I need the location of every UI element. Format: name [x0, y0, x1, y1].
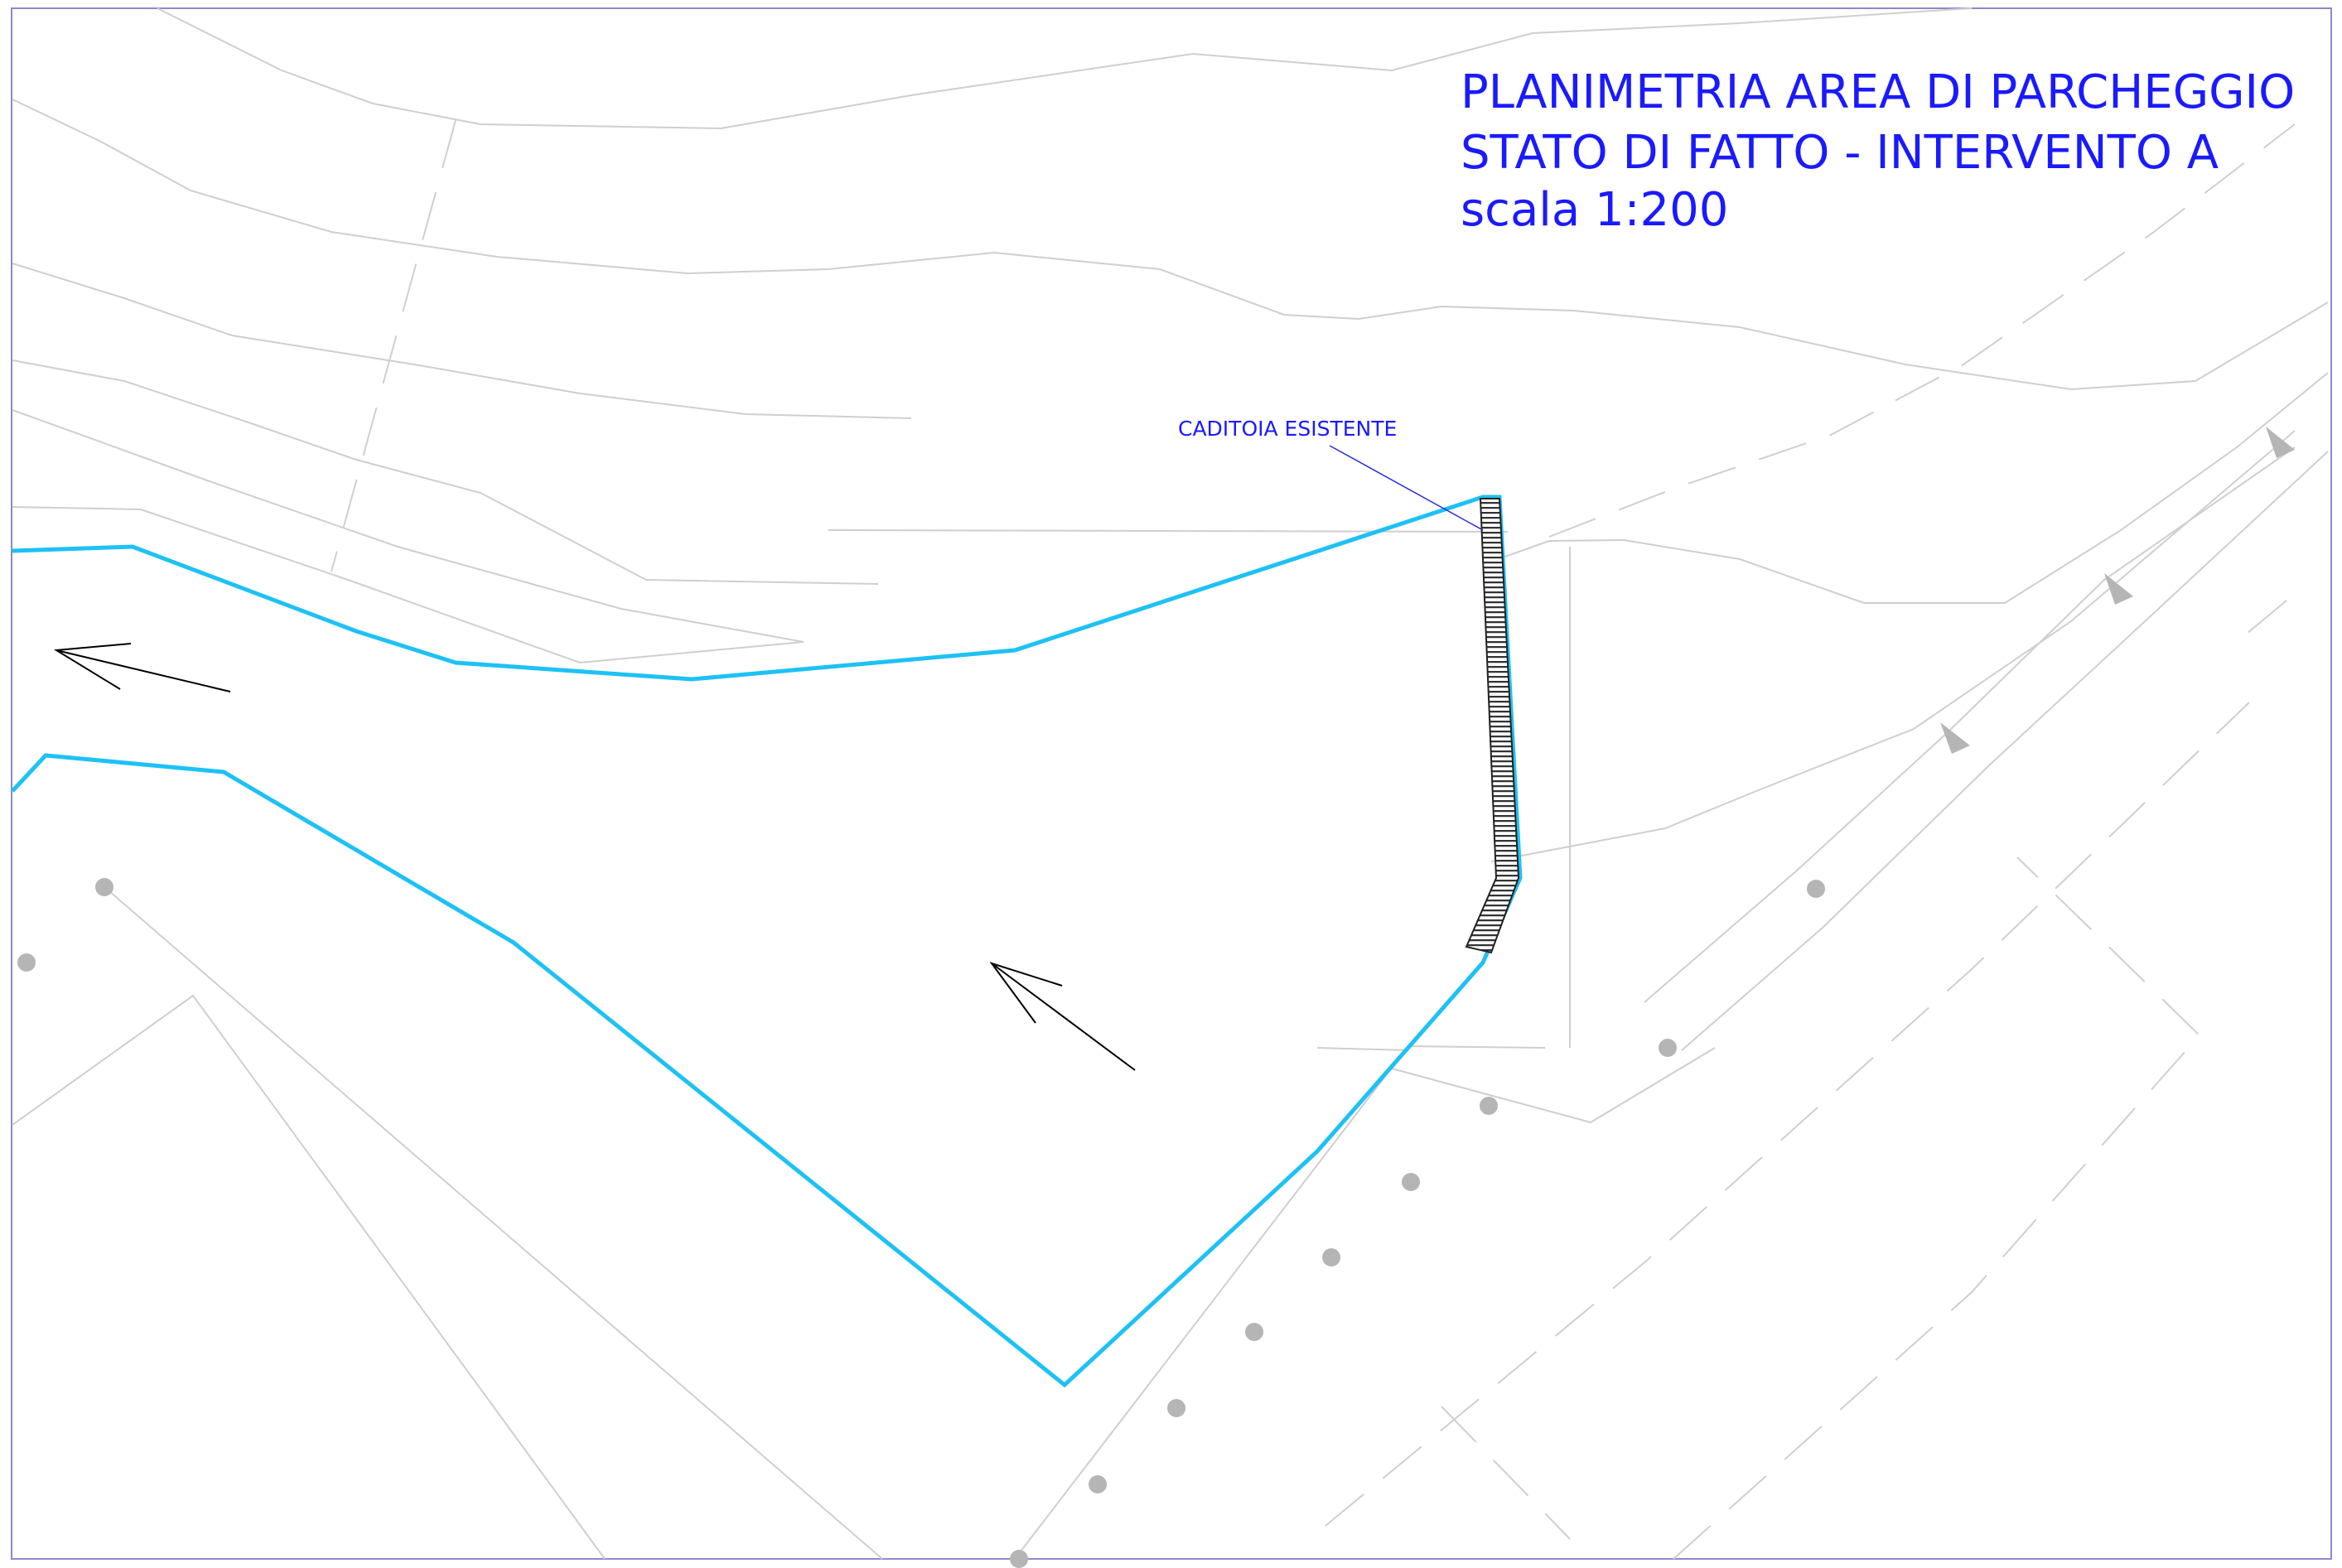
- triangle-marker: [1940, 722, 1970, 754]
- terrain-lines: [12, 7, 2329, 1560]
- dot-marker: [1480, 1097, 1498, 1115]
- drawing-title: PLANIMETRIA AREA DI PARCHEGGIO STATO DI …: [1461, 65, 2295, 237]
- drain-label: CADITOIA ESISTENTE: [1178, 417, 1397, 441]
- existing-drain: [1465, 498, 1520, 954]
- dot-marker: [95, 878, 113, 896]
- flow-arrow-icon: [53, 643, 231, 692]
- dot-marker: [1807, 880, 1825, 898]
- dot-marker: [17, 953, 36, 972]
- flow-arrows: [53, 643, 1136, 1071]
- dot-marker: [1402, 1173, 1420, 1191]
- dot-marker: [1659, 1039, 1677, 1057]
- flow-arrow-icon: [989, 962, 1136, 1071]
- title-line-2: STATO DI FATTO - INTERVENTO A: [1461, 126, 2219, 180]
- road-direction-markers: [1940, 427, 2295, 754]
- dashed-lines: [331, 119, 2296, 1560]
- dot-marker: [1089, 1475, 1107, 1493]
- triangle-marker: [2104, 573, 2133, 605]
- dot-marker: [1322, 1248, 1340, 1266]
- post-markers: [17, 878, 1825, 1568]
- title-line-1: PLANIMETRIA AREA DI PARCHEGGIO: [1461, 65, 2295, 119]
- drain-leader-line: [1329, 445, 1484, 531]
- triangle-marker: [2266, 427, 2295, 458]
- drawing-frame: [11, 7, 2332, 1560]
- parking-area-boundary: [11, 495, 1523, 1388]
- dot-marker: [1245, 1323, 1263, 1341]
- dot-marker: [1167, 1399, 1185, 1417]
- scale-label: scala 1:200: [1461, 183, 1728, 237]
- drain-callout: CADITOIA ESISTENTE: [1178, 417, 1484, 531]
- dot-marker: [1010, 1550, 1028, 1568]
